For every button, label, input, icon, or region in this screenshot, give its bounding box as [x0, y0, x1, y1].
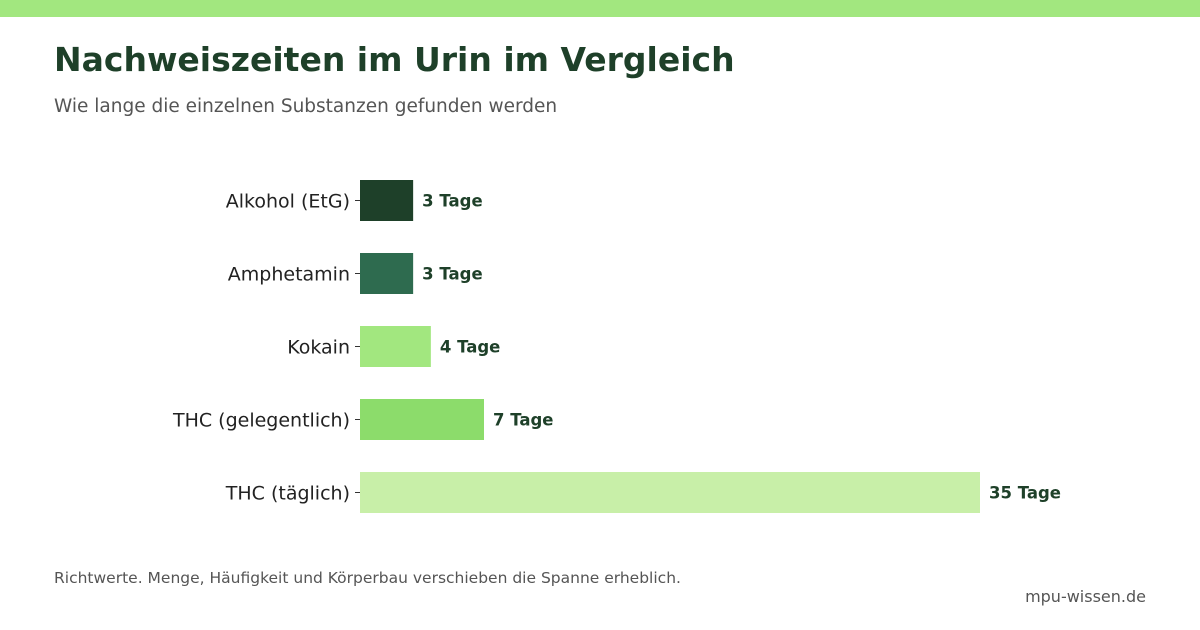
- chart-title: Nachweiszeiten im Urin im Vergleich: [54, 40, 735, 79]
- value-label: 3 Tage: [422, 192, 483, 211]
- value-label: 3 Tage: [422, 265, 483, 284]
- bar-chart: Alkohol (EtG) 3 Tage Amphetamin 3 Tage Kokai…: [172, 180, 1061, 513]
- source-credit: mpu-wissen.de: [1025, 587, 1146, 606]
- bar: [360, 253, 414, 294]
- bar: [360, 472, 980, 513]
- value-label: 7 Tage: [493, 411, 554, 430]
- bar: [360, 399, 484, 440]
- category-label: THC (gelegentlich): [172, 410, 350, 432]
- category-label: Amphetamin: [228, 264, 350, 286]
- bar: [360, 180, 414, 221]
- category-label: Alkohol (EtG): [226, 191, 350, 213]
- top-accent-bar: [0, 0, 1200, 17]
- value-label: 4 Tage: [440, 338, 501, 357]
- bar: [360, 326, 431, 367]
- category-label: THC (täglich): [225, 483, 350, 505]
- footnote: Richtwerte. Menge, Häufigkeit und Körper…: [54, 569, 681, 587]
- value-label: 35 Tage: [989, 484, 1061, 503]
- category-label: Kokain: [287, 337, 350, 359]
- chart-subtitle: Wie lange die einzelnen Substanzen gefun…: [54, 96, 558, 117]
